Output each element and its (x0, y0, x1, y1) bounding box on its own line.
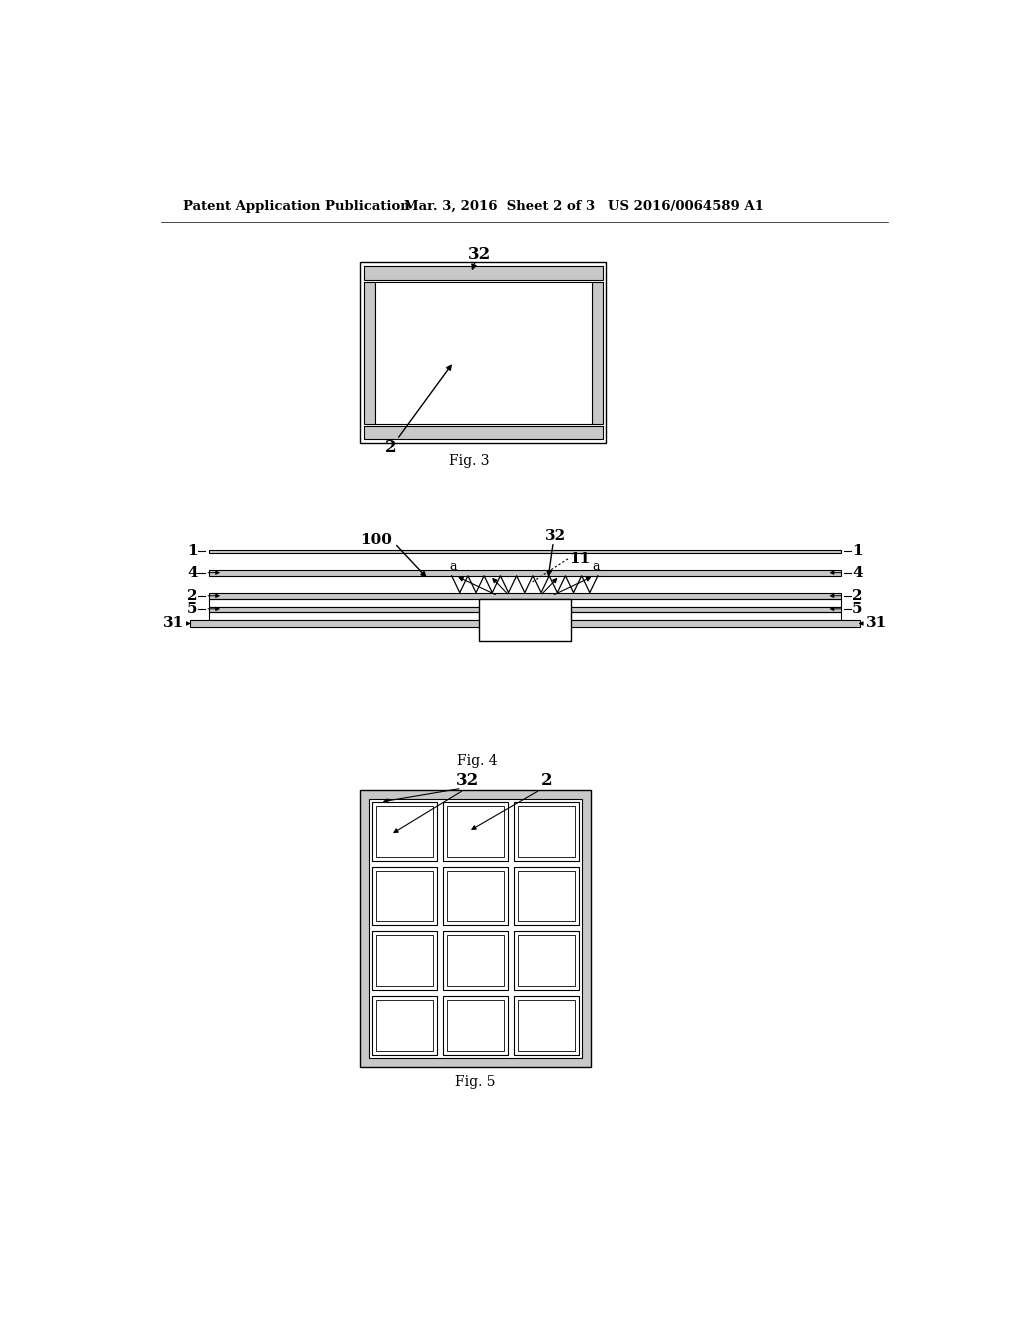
Bar (376, 871, 433, 921)
Text: Fig. 3: Fig. 3 (450, 454, 489, 469)
Text: 4: 4 (187, 566, 198, 579)
Bar (443, 803, 508, 861)
Bar (443, 997, 508, 1055)
Bar (514, 997, 579, 1055)
Text: Mar. 3, 2016  Sheet 2 of 3: Mar. 3, 2016 Sheet 2 of 3 (403, 199, 595, 213)
Text: 32: 32 (468, 246, 490, 263)
Text: 2: 2 (187, 589, 198, 603)
Text: a: a (450, 561, 457, 573)
Bar (447, 807, 504, 857)
Text: 100: 100 (360, 532, 392, 546)
Bar (376, 807, 433, 857)
Text: 2: 2 (541, 772, 552, 789)
Bar (447, 936, 504, 986)
Text: 5: 5 (852, 602, 862, 616)
Text: 1: 1 (852, 544, 862, 558)
Bar (375, 281, 592, 424)
Bar (373, 997, 437, 1055)
Bar (514, 867, 579, 925)
Text: 32: 32 (457, 772, 479, 789)
Bar (373, 867, 437, 925)
Bar (209, 570, 841, 576)
Bar (376, 936, 433, 986)
Bar (518, 871, 574, 921)
Text: 1: 1 (187, 544, 198, 558)
Bar (447, 1001, 504, 1051)
Bar (364, 281, 375, 424)
Text: 4: 4 (852, 566, 862, 579)
Bar (209, 599, 841, 607)
Text: Patent Application Publication: Patent Application Publication (183, 199, 410, 213)
Text: a: a (593, 561, 600, 573)
Bar (592, 281, 602, 424)
Text: Fig. 5: Fig. 5 (456, 1076, 496, 1089)
Bar (443, 867, 508, 925)
Bar (373, 803, 437, 861)
Text: 32: 32 (545, 529, 566, 543)
Text: 2: 2 (385, 438, 396, 455)
Bar (478, 599, 571, 642)
Text: 31: 31 (163, 616, 183, 631)
Bar (373, 932, 437, 990)
Bar (518, 1001, 574, 1051)
Text: 2: 2 (852, 589, 862, 603)
Text: US 2016/0064589 A1: US 2016/0064589 A1 (608, 199, 764, 213)
Text: Fig. 4: Fig. 4 (457, 754, 498, 767)
Text: 31: 31 (866, 616, 887, 631)
Bar (364, 425, 602, 440)
Bar (209, 549, 841, 553)
Bar (209, 607, 841, 612)
Bar (376, 1001, 433, 1051)
Text: 5: 5 (187, 602, 198, 616)
Bar (518, 807, 574, 857)
Bar (447, 871, 504, 921)
Bar (443, 932, 508, 990)
Bar (360, 789, 591, 1067)
Text: 11: 11 (569, 552, 591, 566)
Bar (364, 267, 602, 280)
Bar (514, 932, 579, 990)
Bar (514, 803, 579, 861)
Bar (518, 936, 574, 986)
Bar (209, 594, 841, 599)
Bar (209, 612, 841, 619)
Bar (370, 799, 582, 1057)
Bar (360, 263, 606, 444)
Bar (189, 619, 860, 627)
